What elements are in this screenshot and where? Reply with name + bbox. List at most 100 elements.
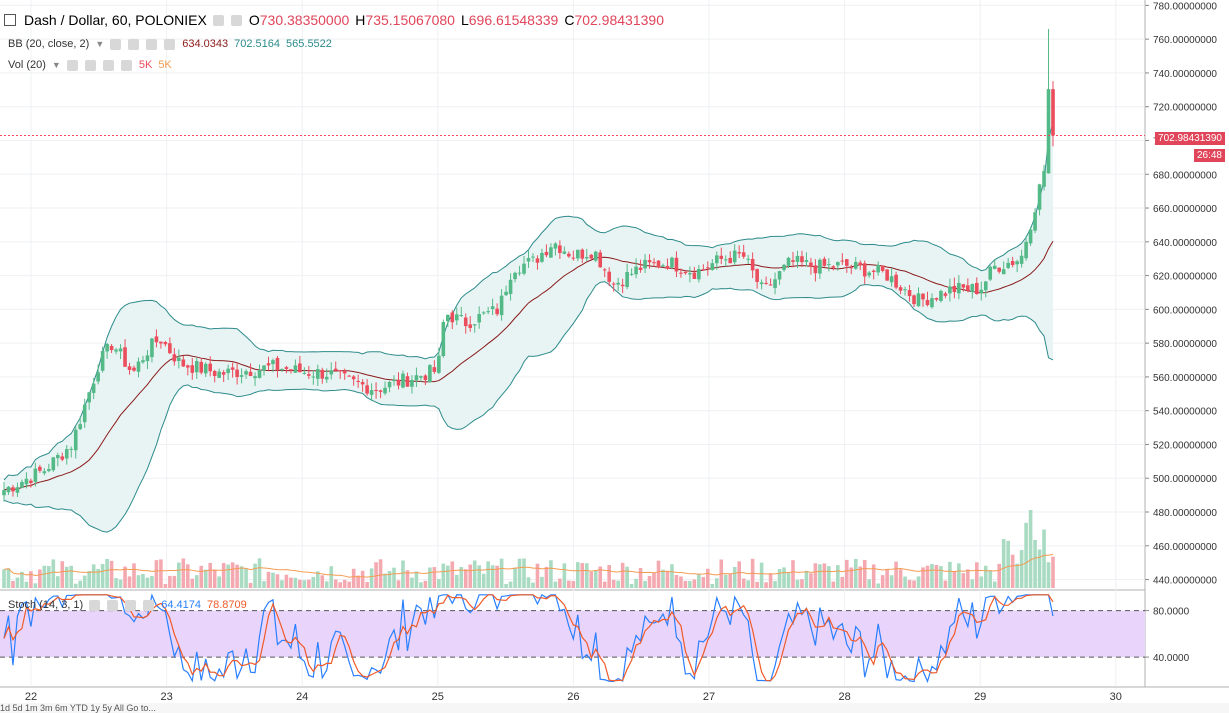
candle-body bbox=[217, 371, 221, 378]
price-tick-label: 740.00000000 bbox=[1153, 69, 1217, 80]
candle-body bbox=[562, 251, 567, 254]
volume-bar bbox=[974, 562, 979, 588]
candle-body bbox=[20, 481, 24, 488]
last-price-tag: 702.98431390 bbox=[1155, 132, 1225, 145]
candle-body bbox=[741, 252, 746, 257]
candle-body bbox=[517, 272, 522, 274]
volume-bar bbox=[979, 576, 984, 588]
close-icon[interactable] bbox=[120, 59, 132, 71]
candle-body bbox=[365, 385, 369, 394]
candle-body bbox=[544, 251, 549, 256]
volume-bar bbox=[446, 565, 450, 588]
price-tick-label: 560.00000000 bbox=[1153, 373, 1217, 384]
candle-body bbox=[638, 267, 643, 270]
candle-body bbox=[490, 306, 495, 310]
candle-body bbox=[701, 269, 706, 271]
volume-bar bbox=[15, 577, 20, 588]
add-icon[interactable] bbox=[125, 599, 137, 611]
visibility-icon[interactable] bbox=[212, 14, 224, 26]
volume-bar bbox=[921, 567, 925, 588]
candle-body bbox=[697, 268, 701, 280]
visibility-icon[interactable] bbox=[110, 38, 122, 50]
dropdown-icon[interactable]: ▼ bbox=[95, 39, 105, 49]
candle-body bbox=[535, 258, 540, 263]
settings-icon[interactable] bbox=[107, 599, 119, 611]
candle-body bbox=[692, 272, 697, 279]
candle-body bbox=[118, 348, 123, 352]
add-icon[interactable] bbox=[146, 38, 158, 50]
candle-body bbox=[907, 290, 912, 297]
candle-body bbox=[432, 367, 437, 372]
candle-body bbox=[159, 341, 163, 344]
candle-body bbox=[571, 257, 576, 259]
settings-icon[interactable] bbox=[230, 14, 242, 26]
dropdown-icon[interactable]: ▼ bbox=[51, 60, 61, 70]
candle-body bbox=[316, 369, 320, 379]
volume-bar bbox=[177, 562, 181, 588]
volume-bar bbox=[203, 569, 208, 588]
volume-bar bbox=[970, 579, 975, 588]
close-icon[interactable] bbox=[164, 38, 176, 50]
volume-bar bbox=[410, 577, 414, 588]
volume-bar bbox=[558, 578, 562, 588]
settings-icon[interactable] bbox=[84, 59, 96, 71]
volume-bar bbox=[764, 582, 768, 588]
candle-body bbox=[598, 252, 603, 268]
volume-bar bbox=[629, 584, 634, 588]
volume-bar bbox=[414, 571, 419, 588]
candle-body bbox=[441, 322, 446, 357]
candle-body bbox=[880, 265, 885, 271]
candle-body bbox=[607, 271, 611, 282]
candle-body bbox=[324, 376, 329, 380]
volume-bar bbox=[271, 572, 275, 588]
candle-body bbox=[24, 478, 29, 485]
visibility-icon[interactable] bbox=[66, 59, 78, 71]
visibility-icon[interactable] bbox=[89, 599, 101, 611]
collapse-icon[interactable] bbox=[4, 14, 16, 26]
close-icon[interactable] bbox=[143, 599, 155, 611]
volume-bar bbox=[441, 563, 446, 588]
volume-bar bbox=[60, 561, 65, 588]
candle-body bbox=[858, 262, 863, 266]
volume-bar bbox=[468, 564, 473, 588]
volume-bar bbox=[55, 576, 60, 588]
volume-bar bbox=[831, 581, 836, 588]
volume-bar bbox=[943, 580, 948, 588]
price-tick-label: 640.00000000 bbox=[1153, 238, 1217, 249]
volume-bar bbox=[1051, 556, 1055, 588]
volume-bar bbox=[791, 560, 795, 588]
volume-bar bbox=[818, 564, 822, 588]
volume-bar bbox=[387, 571, 392, 588]
volume-bar bbox=[383, 573, 387, 588]
candle-body bbox=[844, 259, 849, 266]
candle-body bbox=[51, 457, 56, 471]
time-tick-label: 24 bbox=[296, 691, 308, 703]
candle-body bbox=[961, 284, 966, 288]
time-tick-label: 22 bbox=[25, 691, 37, 703]
candle-body bbox=[522, 263, 526, 274]
add-icon[interactable] bbox=[102, 59, 114, 71]
candle-body bbox=[943, 293, 948, 296]
candle-body bbox=[939, 290, 943, 302]
volume-bar bbox=[768, 573, 773, 588]
volume-bar bbox=[607, 565, 611, 588]
candle-body bbox=[127, 366, 132, 371]
volume-bar bbox=[827, 566, 831, 588]
volume-bar bbox=[741, 578, 746, 588]
candle-body bbox=[369, 390, 374, 395]
volume-bar bbox=[396, 580, 401, 588]
volume-bar bbox=[20, 571, 24, 588]
volume-bar bbox=[522, 558, 526, 588]
time-tick-label: 27 bbox=[703, 691, 715, 703]
candle-body bbox=[836, 262, 840, 266]
candle-body bbox=[38, 466, 42, 471]
volume-bar bbox=[903, 576, 907, 588]
timeframe-bar[interactable]: 1d 5d 1m 3m 6m YTD 1y 5y All Go to... bbox=[0, 703, 1229, 713]
volume-bar bbox=[647, 576, 652, 588]
settings-icon[interactable] bbox=[128, 38, 140, 50]
price-tick-label: 540.00000000 bbox=[1153, 407, 1217, 418]
candle-body bbox=[589, 254, 594, 259]
volume-bar bbox=[316, 571, 320, 588]
volume-bar bbox=[450, 561, 455, 588]
